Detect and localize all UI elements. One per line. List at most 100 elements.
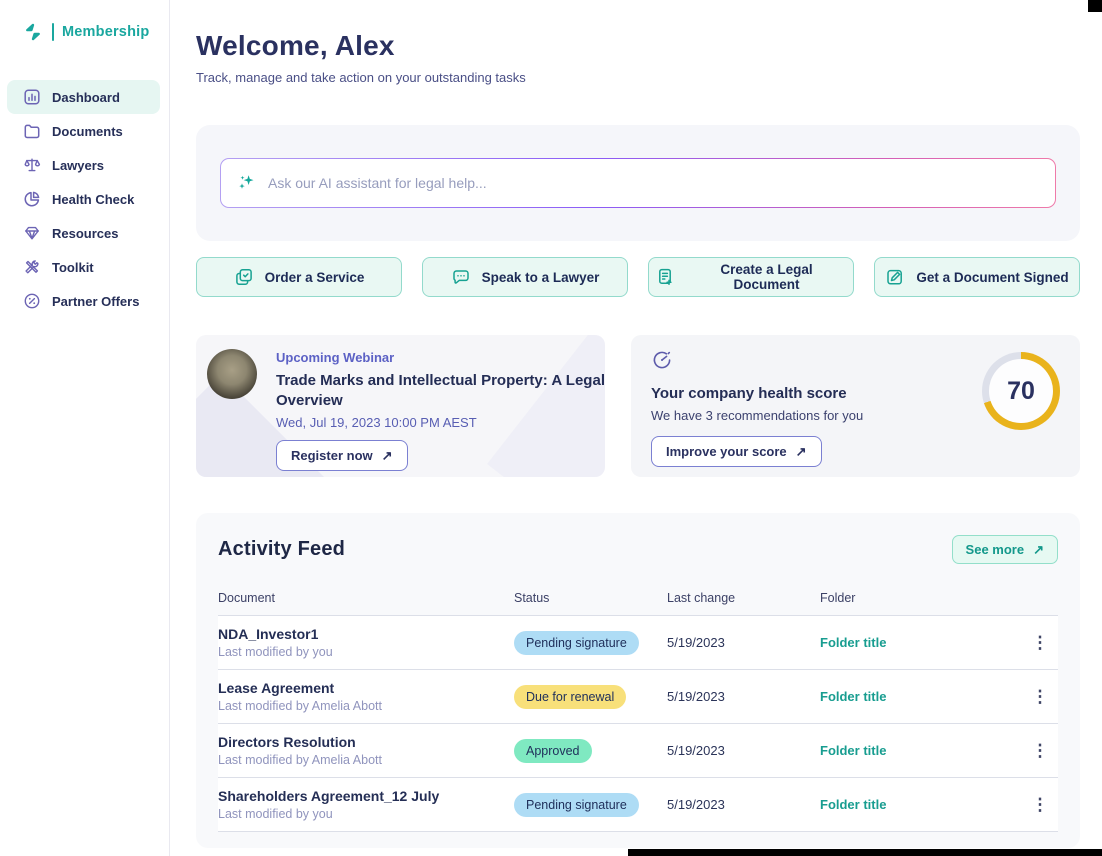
logo-divider [52,23,54,41]
status-badge: Pending signature [514,630,639,655]
scales-icon [23,156,41,174]
health-score-ring: 70 [982,352,1060,430]
last-change-cell: 5/19/2023 [667,743,725,758]
create-legal-document-button[interactable]: Create a Legal Document [648,257,854,297]
sidebar-item-partner-offers[interactable]: Partner Offers [7,284,160,318]
webinar-content: Upcoming Webinar Trade Marks and Intelle… [276,335,605,471]
column-header-status: Status [514,591,550,605]
column-header-folder: Folder [820,591,856,605]
ai-assistant-input[interactable]: Ask our AI assistant for legal help... [220,158,1056,208]
webinar-card: Upcoming Webinar Trade Marks and Intelle… [196,335,605,477]
status-cell: Pending signature [514,630,667,655]
row-menu-icon[interactable]: ⋮ [1031,795,1049,814]
row-menu-icon[interactable]: ⋮ [1031,741,1049,760]
webinar-label: Upcoming Webinar [276,350,395,365]
document-modified-by: Last modified by Amelia Abott [218,753,382,767]
last-change-cell: 5/19/2023 [667,635,725,650]
sparkle-icon [237,173,257,193]
create-document-icon [655,267,675,287]
quick-actions-row: Order a Service Speak to a Lawyer Create… [196,257,1080,297]
document-title: NDA_Investor1 [218,626,319,642]
sidebar-item-resources[interactable]: Resources [7,216,160,250]
health-score-title: Your company health score [651,385,847,402]
webinar-datetime: Wed, Jul 19, 2023 10:00 PM AEST [276,414,477,430]
health-score-value: 70 [989,359,1053,423]
sidebar-item-label: Health Check [52,191,135,207]
table-row: Lease Agreement Last modified by Amelia … [218,669,1058,723]
status-badge: Approved [514,738,592,763]
table-header-row: Document Status Last change Folder [218,591,1058,615]
folder-cell: Folder title [820,634,1028,652]
webinar-speaker-avatar [207,349,257,399]
activity-feed-card: Activity Feed See more ↗ Document Status… [196,513,1080,848]
row-menu-icon[interactable]: ⋮ [1031,687,1049,706]
table-row: NDA_Investor1 Last modified by you Pendi… [218,615,1058,669]
arrow-up-right-icon: ↗ [795,444,807,459]
see-more-button[interactable]: See more ↗ [951,535,1058,564]
row-menu-icon[interactable]: ⋮ [1031,633,1049,652]
sign-document-icon [885,267,905,287]
health-score-subtitle: We have 3 recommendations for you [651,408,864,423]
register-now-button[interactable]: Register now ↗ [276,439,408,471]
ai-input-placeholder: Ask our AI assistant for legal help... [268,175,487,191]
page-subtitle: Track, manage and take action on your ou… [196,70,526,85]
document-modified-by: Last modified by you [218,807,333,821]
status-cell: Pending signature [514,792,667,817]
folder-cell: Folder title [820,796,1028,814]
document-cell: Lease Agreement Last modified by Amelia … [218,680,514,713]
folder-icon [23,122,41,140]
table-row: Shareholders Agreement_12 July Last modi… [218,777,1058,832]
document-title: Directors Resolution [218,734,356,750]
status-badge: Pending signature [514,792,639,817]
gauge-icon [651,349,673,371]
percent-badge-icon [23,292,41,310]
sidebar-item-label: Partner Offers [52,293,140,309]
activity-feed-title: Activity Feed [218,538,346,560]
page-title: Welcome, Alex [196,30,395,61]
folder-link[interactable]: Folder title [820,796,887,812]
screen-artifact [1088,0,1102,12]
sidebar-item-label: Resources [52,225,119,241]
document-modified-by: Last modified by Amelia Abott [218,699,382,713]
status-badge: Due for renewal [514,684,627,709]
main-content: Welcome, Alex Track, manage and take act… [170,0,1102,856]
bar-chart-icon [23,88,41,106]
folder-cell: Folder title [820,688,1028,706]
table-row: Directors Resolution Last modified by Am… [218,723,1058,777]
folder-link[interactable]: Folder title [820,634,887,650]
sidebar-nav: Dashboard Documents Lawyers Health Check… [0,80,169,318]
folder-link[interactable]: Folder title [820,742,887,758]
sidebar-item-documents[interactable]: Documents [7,114,160,148]
info-cards-row: Upcoming Webinar Trade Marks and Intelle… [196,335,1080,477]
sidebar-item-label: Lawyers [52,157,105,173]
action-button-label: Speak to a Lawyer [481,269,600,285]
sidebar-item-label: Toolkit [52,259,94,275]
sidebar-item-health-check[interactable]: Health Check [7,182,160,216]
status-cell: Approved [514,738,667,763]
speak-lawyer-button[interactable]: Speak to a Lawyer [422,257,628,297]
get-document-signed-button[interactable]: Get a Document Signed [874,257,1080,297]
tools-icon [23,258,41,276]
activity-table-body: NDA_Investor1 Last modified by you Pendi… [218,615,1058,832]
order-service-icon [234,267,254,287]
order-service-button[interactable]: Order a Service [196,257,402,297]
sidebar-item-label: Documents [52,123,123,139]
logo-text: Membership [62,24,150,40]
document-title: Lease Agreement [218,680,335,696]
document-cell: NDA_Investor1 Last modified by you [218,626,514,659]
document-modified-by: Last modified by you [218,645,333,659]
column-header-last-change: Last change [667,591,736,605]
app-logo: Membership [0,0,169,43]
sidebar-item-lawyers[interactable]: Lawyers [7,148,160,182]
ai-assistant-panel: Ask our AI assistant for legal help... [196,125,1080,241]
gem-icon [23,224,41,242]
pie-chart-icon [23,190,41,208]
sidebar-item-dashboard[interactable]: Dashboard [7,80,160,114]
webinar-title: Trade Marks and Intellectual Property: A… [276,372,605,410]
screen-artifact [628,849,1102,856]
folder-link[interactable]: Folder title [820,688,887,704]
sidebar-item-toolkit[interactable]: Toolkit [7,250,160,284]
last-change-cell: 5/19/2023 [667,797,725,812]
improve-score-button[interactable]: Improve your score ↗ [651,436,822,467]
